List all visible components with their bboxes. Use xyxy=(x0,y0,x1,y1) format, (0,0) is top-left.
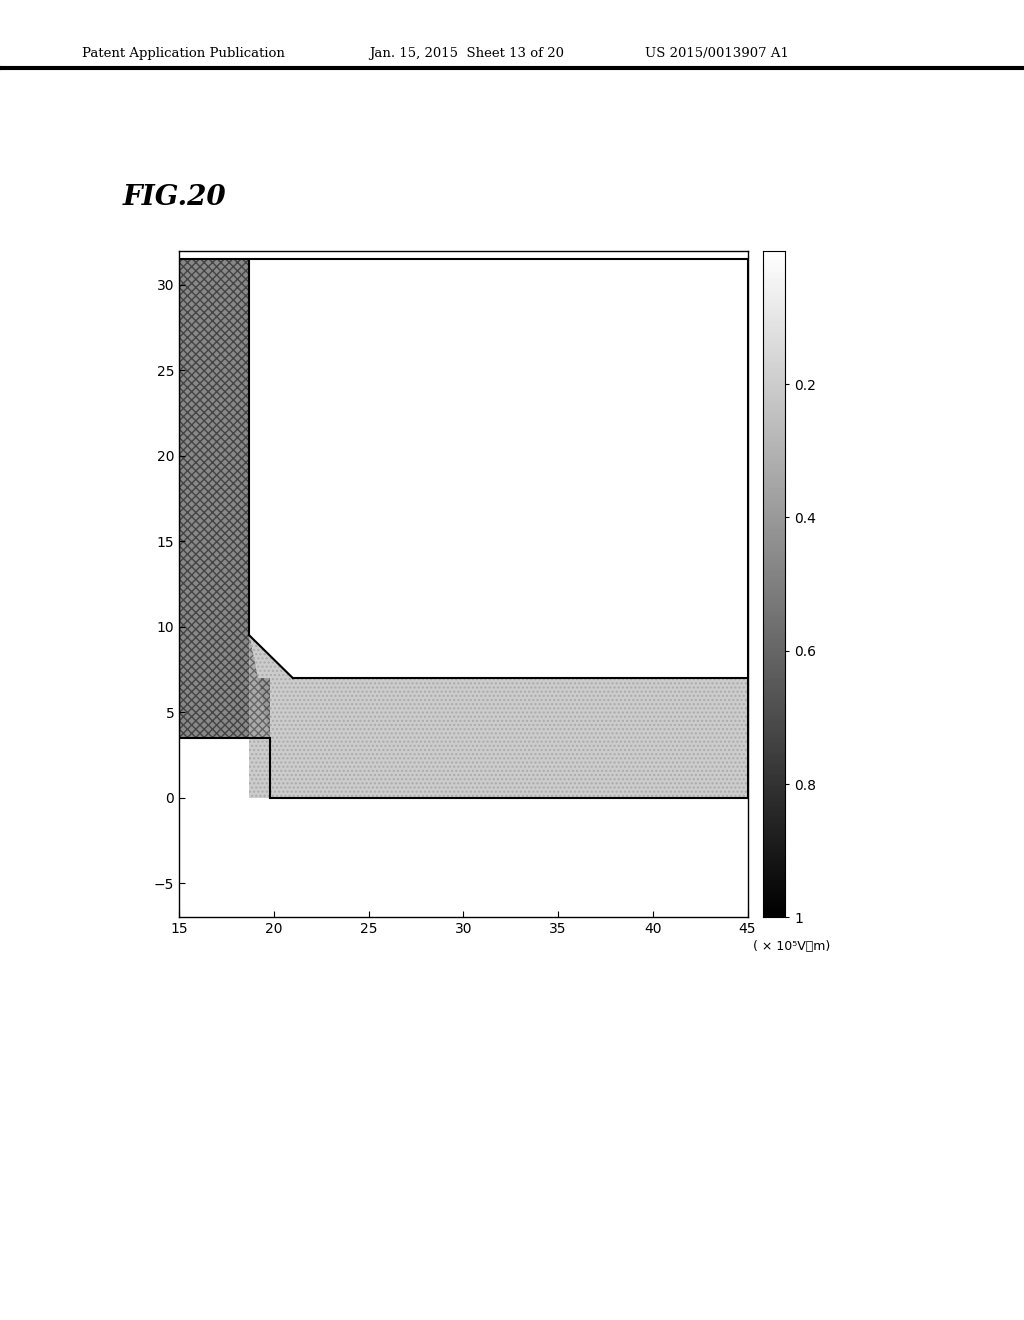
Polygon shape xyxy=(249,635,270,738)
Text: FIG.20: FIG.20 xyxy=(123,183,226,211)
Polygon shape xyxy=(179,635,293,738)
Bar xyxy=(249,738,270,797)
Text: US 2015/0013907 A1: US 2015/0013907 A1 xyxy=(645,46,790,59)
Text: ( × 10⁵V／m): ( × 10⁵V／m) xyxy=(753,940,829,953)
Bar xyxy=(179,259,249,738)
Text: Jan. 15, 2015  Sheet 13 of 20: Jan. 15, 2015 Sheet 13 of 20 xyxy=(369,46,563,59)
Bar xyxy=(270,678,748,797)
Text: Patent Application Publication: Patent Application Publication xyxy=(82,46,285,59)
Polygon shape xyxy=(249,635,293,678)
